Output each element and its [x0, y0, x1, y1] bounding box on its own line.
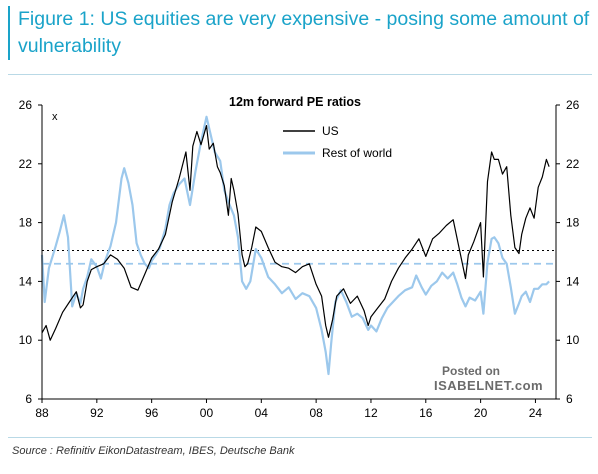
row-series-line — [40, 115, 550, 376]
chart-title: 12m forward PE ratios — [229, 95, 361, 109]
y-tick-label-left: 10 — [19, 333, 33, 347]
pe-ratio-chart: 6 6 10 10 14 14 18 18 22 22 26 26 88 92 96 00 04 08 12 16 20… — [19, 95, 580, 420]
y-tick-label-right: 18 — [566, 216, 580, 230]
y-tick-label-right: 26 — [566, 98, 580, 112]
legend-row-label: Rest of world — [322, 146, 392, 160]
y-tick-label-left: 26 — [19, 98, 33, 112]
y-tick-label-left: 14 — [19, 274, 33, 288]
x-tick-label: 04 — [255, 406, 269, 420]
us-series-line — [41, 124, 550, 341]
y-axis-unit-label: x — [52, 111, 58, 123]
x-tick-label: 92 — [90, 406, 104, 420]
title-divider — [8, 74, 592, 75]
figure-title: Figure 1: US equities are very expensive… — [8, 6, 596, 60]
watermark-line-1: Posted on — [442, 364, 501, 378]
watermark-line-2: ISABELNET.com — [434, 378, 544, 393]
x-tick-label: 20 — [474, 406, 488, 420]
x-tick-label: 08 — [309, 406, 323, 420]
x-tick-label: 24 — [529, 406, 543, 420]
legend: US Rest of world — [283, 124, 392, 160]
y-tick-label-left: 6 — [25, 392, 32, 406]
legend-us-label: US — [322, 124, 339, 138]
reference-lines — [42, 250, 556, 265]
y-tick-label-left: 22 — [19, 157, 33, 171]
source-note: Source : Refinitiv EikonDatastream, IBES… — [12, 445, 295, 457]
y-tick-label-left: 18 — [19, 216, 33, 230]
x-tick-label: 12 — [364, 406, 378, 420]
x-tick-label: 16 — [419, 406, 433, 420]
watermark: Posted on ISABELNET.com — [434, 364, 574, 393]
axes: 6 6 10 10 14 14 18 18 22 22 26 26 88 92 96 00 04 08 12 16 20… — [19, 98, 580, 420]
y-tick-label-right: 6 — [566, 392, 573, 406]
x-tick-label: 00 — [200, 406, 214, 420]
y-tick-label-right: 14 — [566, 274, 580, 288]
source-divider — [8, 437, 592, 438]
x-tick-label: 96 — [145, 406, 159, 420]
y-tick-label-right: 10 — [566, 333, 580, 347]
series-lines — [40, 115, 550, 376]
x-tick-label: 88 — [35, 406, 49, 420]
y-tick-label-right: 22 — [566, 157, 580, 171]
